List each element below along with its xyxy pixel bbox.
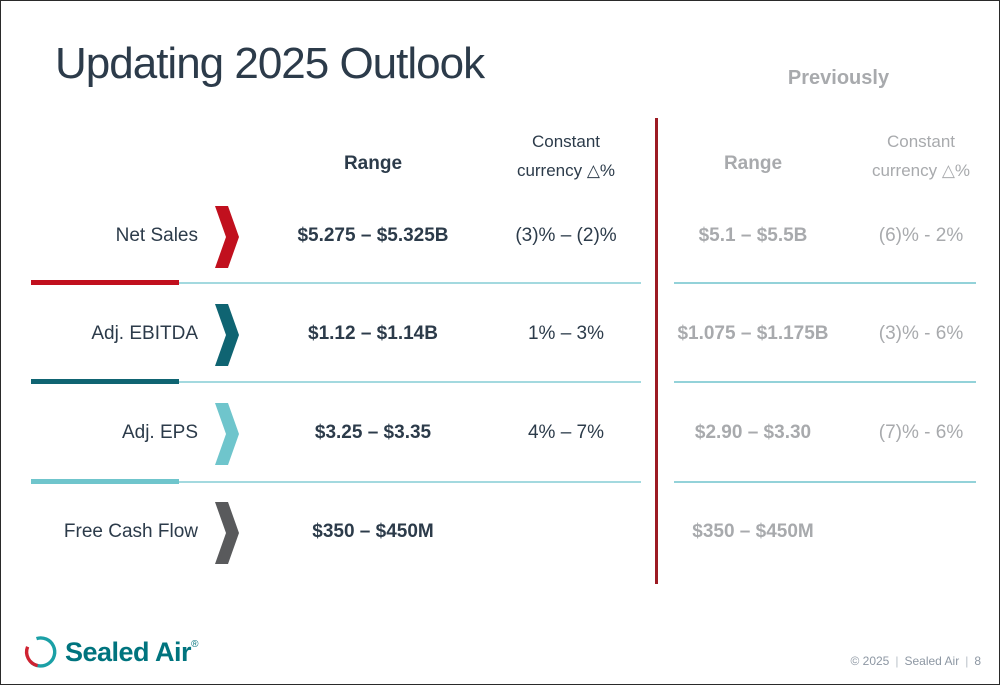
row-label: Free Cash Flow xyxy=(63,521,198,542)
chevron-right-icon xyxy=(215,403,239,465)
footer-separator: | xyxy=(965,654,969,668)
prev-column-header-constant-currency: Constant currency △% xyxy=(837,127,999,185)
sealed-air-logo: Sealed Air® xyxy=(23,634,198,670)
column-header-range: Range xyxy=(343,153,403,174)
table-row: Free Cash Flow $350 – $450M $350 – $450M xyxy=(1,519,999,545)
chevron-right-icon xyxy=(215,304,239,366)
footer-meta: © 2025 | Sealed Air | 8 xyxy=(850,654,981,668)
footer-page-number: 8 xyxy=(974,654,981,668)
chevron-right-icon xyxy=(215,206,239,268)
sealed-air-ring-icon xyxy=(24,636,57,668)
row-prev-cc-value: (3)% - 6% xyxy=(878,323,964,344)
row-range-value: $1.12 – $1.14B xyxy=(308,323,438,344)
previously-header: Previously xyxy=(787,67,890,89)
row-cc-value: (3)% – (2)% xyxy=(515,225,617,246)
row-prev-range-value: $350 – $450M xyxy=(692,521,814,542)
footer-brand: Sealed Air xyxy=(904,654,960,668)
table-row: Adj. EPS $3.25 – $3.35 4% – 7% $2.90 – $… xyxy=(1,420,999,446)
logo-wordmark: Sealed Air® xyxy=(65,636,198,667)
row-range-value: $5.275 – $5.325B xyxy=(297,225,449,246)
footer-copyright: © 2025 xyxy=(850,654,890,668)
column-header-constant-currency: Constant currency △% xyxy=(479,127,653,185)
underline-prev-segment xyxy=(674,481,976,483)
underline-thin-segment xyxy=(179,481,641,483)
row-label: Adj. EPS xyxy=(121,422,198,443)
table-row: Adj. EBITDA $1.12 – $1.14B 1% – 3% $1.07… xyxy=(1,321,999,347)
row-range-value: $3.25 – $3.35 xyxy=(314,422,432,443)
row-cc-value: 4% – 7% xyxy=(527,422,605,443)
row-underline xyxy=(1,280,999,286)
footer-separator: | xyxy=(895,654,899,668)
row-prev-range-value: $1.075 – $1.175B xyxy=(677,323,829,344)
row-underline xyxy=(1,379,999,385)
row-prev-cc-value: (7)% - 6% xyxy=(878,422,964,443)
cc-header-line1: Constant xyxy=(531,132,601,151)
prev-cc-header-line2: currency △% xyxy=(871,161,971,180)
row-prev-cc-value: (6)% - 2% xyxy=(878,225,964,246)
underline-accent-segment xyxy=(31,479,179,484)
underline-accent-segment xyxy=(31,379,179,384)
row-cc-value: 1% – 3% xyxy=(527,323,605,344)
prev-column-header-range: Range xyxy=(723,153,783,174)
row-range-value: $350 – $450M xyxy=(312,521,434,542)
underline-prev-segment xyxy=(674,381,976,383)
underline-thin-segment xyxy=(179,282,641,284)
prev-cc-header-line1: Constant xyxy=(886,132,956,151)
row-label: Adj. EBITDA xyxy=(91,323,198,344)
page-title: Updating 2025 Outlook xyxy=(55,39,485,88)
chevron-right-icon xyxy=(215,502,239,564)
row-prev-range-value: $5.1 – $5.5B xyxy=(698,225,808,246)
underline-accent-segment xyxy=(31,280,179,285)
cc-header-line2: currency △% xyxy=(516,161,616,180)
row-underline xyxy=(1,479,999,485)
registered-mark: ® xyxy=(191,638,198,650)
underline-thin-segment xyxy=(179,381,641,383)
table-row: Net Sales $5.275 – $5.325B (3)% – (2)% $… xyxy=(1,223,999,249)
row-label: Net Sales xyxy=(115,225,198,246)
row-prev-range-value: $2.90 – $3.30 xyxy=(694,422,812,443)
section-divider xyxy=(655,118,658,584)
underline-prev-segment xyxy=(674,282,976,284)
